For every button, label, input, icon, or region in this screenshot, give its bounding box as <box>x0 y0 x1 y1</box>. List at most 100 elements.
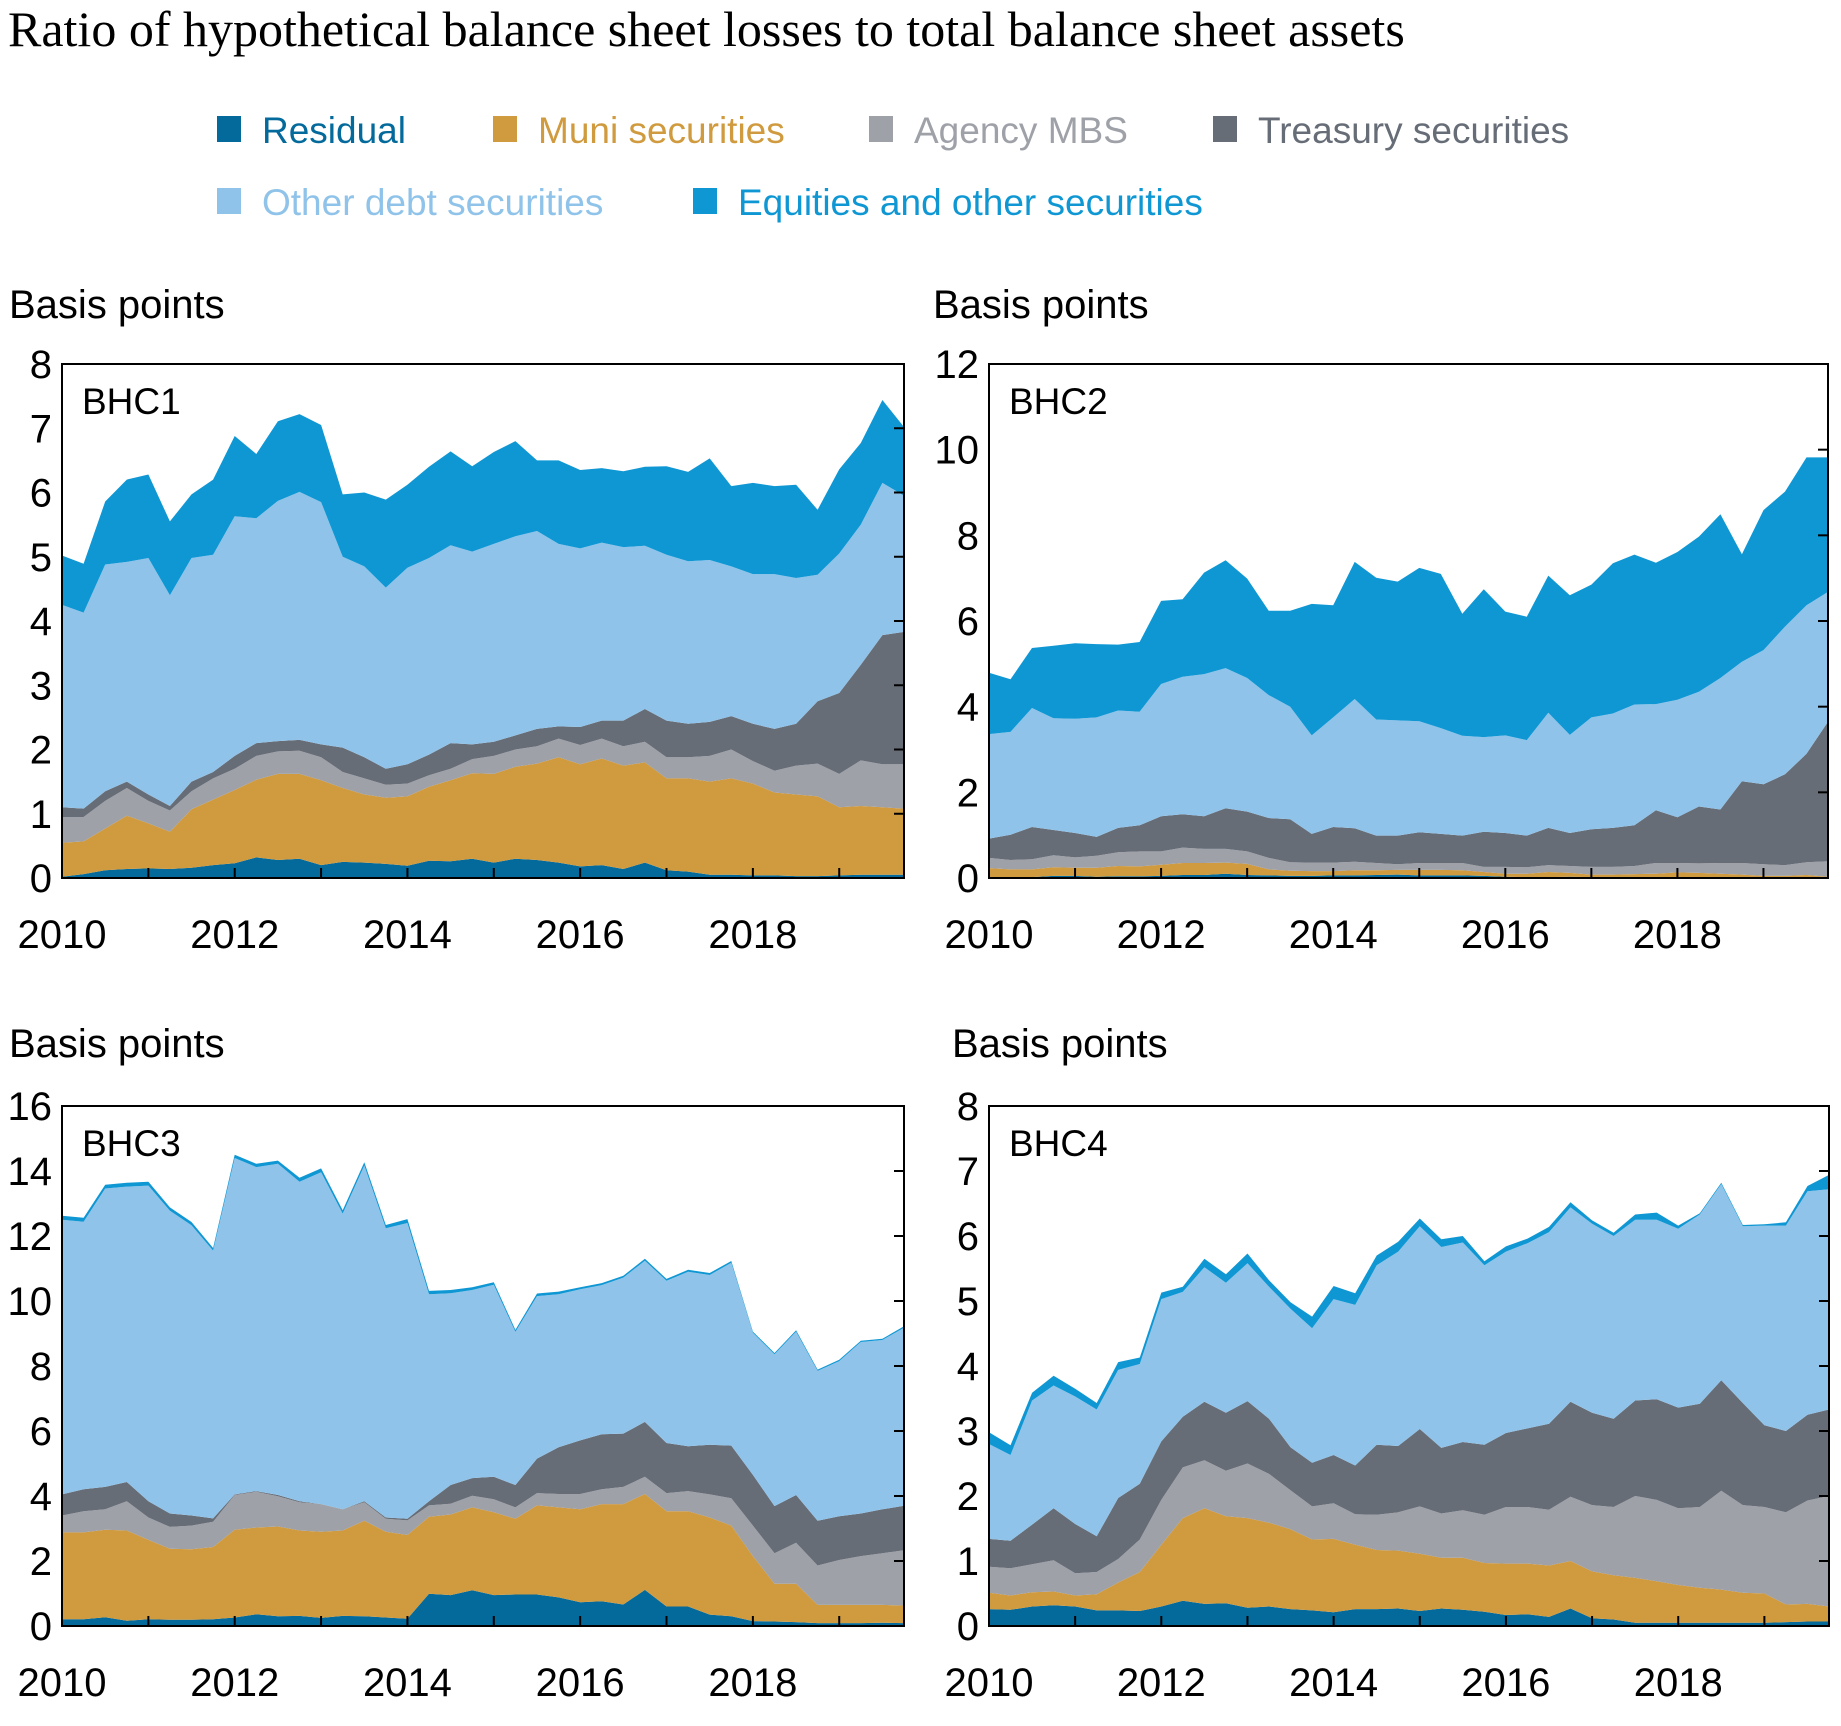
x-tick-label: 2018 <box>708 913 797 957</box>
x-tick-label: 2010 <box>18 913 107 957</box>
y-tick-label: 8 <box>957 514 979 558</box>
y-axis-unit-label: Basis points <box>9 1022 225 1066</box>
area-muni <box>62 757 904 877</box>
y-tick-label: 5 <box>30 536 52 580</box>
legend-label: Muni securities <box>538 110 785 151</box>
area-treasury <box>62 1421 904 1566</box>
y-tick-label: 6 <box>30 472 52 516</box>
y-tick-label: 16 <box>8 1085 53 1129</box>
x-tick-label: 2016 <box>536 1661 625 1705</box>
x-tick-label: 2018 <box>1634 1661 1723 1705</box>
area-residual <box>989 1600 1829 1626</box>
y-tick-label: 14 <box>8 1150 53 1194</box>
y-tick-label: 0 <box>957 1605 979 1649</box>
area-other_debt <box>989 591 1828 839</box>
y-tick-label: 7 <box>957 1150 979 1194</box>
y-tick-label: 0 <box>30 1605 52 1649</box>
legend-label: Agency MBS <box>914 110 1128 151</box>
area-treasury <box>989 1380 1829 1574</box>
area-treasury <box>989 721 1828 868</box>
panel-bhc4: Basis points BHC4 0 1 2 3 4 5 6 7 8 2010 2012 2014 201… <box>945 1022 1830 1705</box>
legend-swatch <box>493 116 517 142</box>
x-tick-label: 2016 <box>1461 913 1550 957</box>
x-tick-label: 2012 <box>1117 913 1206 957</box>
y-tick-label: 8 <box>30 343 52 387</box>
area-residual <box>62 1589 904 1626</box>
y-tick-label: 2 <box>30 1540 52 1584</box>
legend-item-muni: Muni securities <box>493 110 785 151</box>
legend: Residual Muni securities Agency MBS Treasur… <box>217 110 1569 223</box>
area-equities <box>62 400 904 613</box>
x-tick-label: 2010 <box>945 913 1034 957</box>
area-residual <box>989 873 1828 878</box>
x-tick-label: 2014 <box>1289 913 1378 957</box>
area-agency <box>989 1460 1829 1607</box>
y-tick-label: 1 <box>30 793 52 837</box>
y-axis-unit-label: Basis points <box>933 283 1149 327</box>
y-tick-label: 7 <box>30 407 52 451</box>
x-tick-label: 2010 <box>18 1661 107 1705</box>
area-agency <box>62 1476 904 1606</box>
area-agency <box>989 847 1828 877</box>
y-tick-label: 1 <box>957 1540 979 1584</box>
y-tick-label: 2 <box>30 729 52 773</box>
y-tick-label: 6 <box>957 600 979 644</box>
y-tick-label: 10 <box>935 429 980 473</box>
y-tick-label: 3 <box>957 1410 979 1454</box>
panel-bhc1: Basis points BHC1 0 1 2 3 4 5 6 7 8 2010 2012 2014 201… <box>9 283 905 957</box>
chart-title: Ratio of hypothetical balance sheet loss… <box>8 1 1405 57</box>
x-tick-label: 2018 <box>1633 913 1722 957</box>
y-tick-label: 12 <box>935 343 980 387</box>
x-tick-label: 2010 <box>945 1661 1034 1705</box>
area-other_debt <box>989 1184 1829 1541</box>
y-tick-label: 3 <box>30 664 52 708</box>
legend-item-residual: Residual <box>217 110 406 151</box>
y-tick-label: 8 <box>957 1085 979 1129</box>
panel-label: BHC3 <box>82 1123 181 1164</box>
x-tick-label: 2012 <box>190 1661 279 1705</box>
area-other_debt <box>62 482 904 809</box>
x-tick-label: 2014 <box>363 1661 452 1705</box>
area-muni <box>62 1494 904 1624</box>
x-tick-label: 2014 <box>363 913 452 957</box>
y-tick-label: 5 <box>957 1280 979 1324</box>
x-tick-label: 2016 <box>536 913 625 957</box>
legend-swatch <box>1213 116 1237 142</box>
legend-swatch <box>693 188 717 214</box>
legend-swatch <box>217 116 241 142</box>
legend-item-equities: Equities and other securities <box>693 182 1203 223</box>
area-treasury <box>62 631 904 817</box>
x-tick-label: 2012 <box>1117 1661 1206 1705</box>
area-muni <box>989 862 1828 878</box>
x-tick-label: 2012 <box>190 913 279 957</box>
y-axis-unit-label: Basis points <box>952 1022 1168 1066</box>
panel-label: BHC2 <box>1009 381 1108 422</box>
legend-item-other_debt: Other debt securities <box>217 182 603 223</box>
panel-label: BHC4 <box>1009 1123 1108 1164</box>
y-tick-label: 2 <box>957 1475 979 1519</box>
y-tick-label: 10 <box>8 1280 53 1324</box>
legend-swatch <box>217 188 241 214</box>
panel-bhc2: Basis points BHC2 0 2 4 6 8 10 12 2010 2012 2014 201… <box>933 283 1829 957</box>
y-tick-label: 4 <box>957 1345 979 1389</box>
legend-label: Treasury securities <box>1258 110 1569 151</box>
panel-bhc3: Basis points BHC3 0 2 4 6 8 10 12 14 16 2010 2012 201… <box>8 1022 905 1705</box>
y-tick-label: 12 <box>8 1215 53 1259</box>
y-tick-label: 2 <box>957 771 979 815</box>
y-tick-label: 6 <box>957 1215 979 1259</box>
legend-label: Equities and other securities <box>738 182 1203 223</box>
area-equities <box>989 457 1828 741</box>
y-axis-unit-label: Basis points <box>9 283 225 327</box>
legend-label: Residual <box>262 110 406 151</box>
legend-swatch <box>869 116 893 142</box>
area-equities <box>989 1174 1829 1455</box>
y-tick-label: 8 <box>30 1345 52 1389</box>
y-tick-label: 0 <box>30 857 52 901</box>
x-tick-label: 2016 <box>1461 1661 1550 1705</box>
y-tick-label: 6 <box>30 1410 52 1454</box>
area-agency <box>62 738 904 843</box>
panel-label: BHC1 <box>82 381 181 422</box>
legend-item-agency: Agency MBS <box>869 110 1128 151</box>
